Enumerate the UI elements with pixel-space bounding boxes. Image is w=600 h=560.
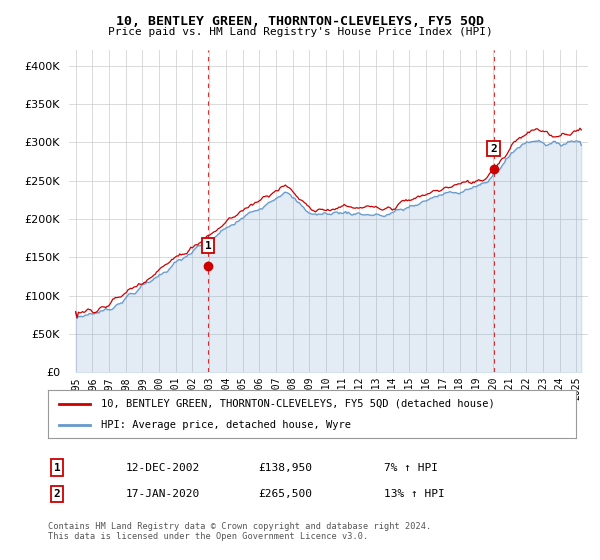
Text: £265,500: £265,500 (258, 489, 312, 499)
Text: 1: 1 (53, 463, 61, 473)
Text: 2: 2 (490, 143, 497, 153)
Text: Contains HM Land Registry data © Crown copyright and database right 2024.
This d: Contains HM Land Registry data © Crown c… (48, 522, 431, 542)
Text: 2: 2 (53, 489, 61, 499)
Text: 12-DEC-2002: 12-DEC-2002 (126, 463, 200, 473)
Text: 10, BENTLEY GREEN, THORNTON-CLEVELEYS, FY5 5QD: 10, BENTLEY GREEN, THORNTON-CLEVELEYS, F… (116, 15, 484, 27)
Text: £138,950: £138,950 (258, 463, 312, 473)
Text: 10, BENTLEY GREEN, THORNTON-CLEVELEYS, FY5 5QD (detached house): 10, BENTLEY GREEN, THORNTON-CLEVELEYS, F… (101, 399, 494, 409)
Text: 17-JAN-2020: 17-JAN-2020 (126, 489, 200, 499)
Text: 7% ↑ HPI: 7% ↑ HPI (384, 463, 438, 473)
Text: 13% ↑ HPI: 13% ↑ HPI (384, 489, 445, 499)
Text: Price paid vs. HM Land Registry's House Price Index (HPI): Price paid vs. HM Land Registry's House … (107, 27, 493, 37)
Text: 1: 1 (205, 241, 212, 250)
Text: HPI: Average price, detached house, Wyre: HPI: Average price, detached house, Wyre (101, 419, 351, 430)
